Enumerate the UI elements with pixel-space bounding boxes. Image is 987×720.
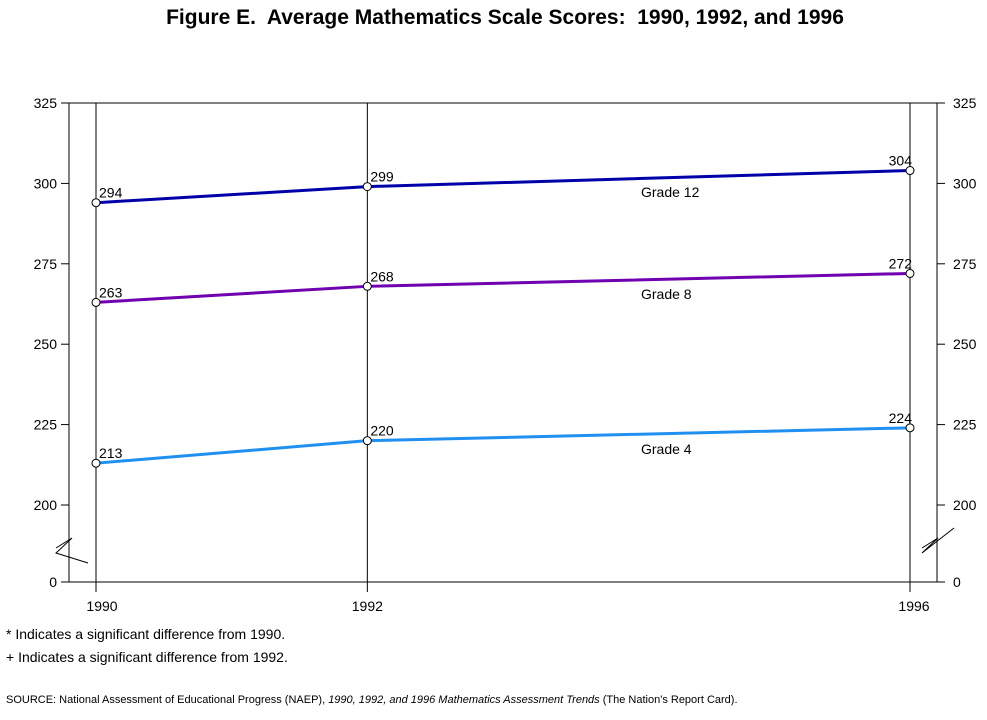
axis-break-left — [55, 537, 89, 564]
y-tick-label-right: 0 — [953, 574, 961, 590]
y-tick-label-left: 0 — [49, 574, 57, 590]
x-tick-label: 1990 — [86, 598, 117, 614]
y-tick-label-left: 325 — [34, 95, 58, 111]
footnote-plus: + Indicates a significant difference fro… — [6, 649, 288, 665]
y-tick-label-right: 225 — [953, 417, 977, 433]
data-label: 220 — [370, 423, 394, 439]
data-point — [905, 423, 915, 433]
data-point — [905, 166, 915, 176]
data-point — [362, 281, 372, 291]
footnote-asterisk: * Indicates a significant difference fro… — [6, 626, 286, 642]
source-title: 1990, 1992, and 1996 Mathematics Assessm… — [328, 694, 600, 706]
source-suffix: (The Nation's Report Card). — [599, 694, 738, 706]
data-label: 268 — [370, 268, 394, 284]
data-point — [362, 436, 372, 446]
data-label: 213 — [99, 445, 123, 461]
y-tick-label-right: 300 — [953, 175, 977, 191]
source-prefix: SOURCE: National Assessment of Education… — [6, 694, 329, 706]
y-tick-label-right: 200 — [953, 497, 977, 513]
x-tick-label: 1996 — [898, 598, 929, 614]
y-tick-label-left: 200 — [34, 497, 58, 513]
data-point — [91, 458, 101, 468]
data-label: 272 — [889, 255, 913, 271]
series-line — [95, 169, 911, 205]
y-tick-label-left: 300 — [34, 175, 58, 191]
line-chart: 1990 1992 1996 325 325 300 300 275 275 250 250 225 2… — [34, 95, 977, 614]
series-label: Grade 8 — [641, 286, 692, 302]
axis-break-right — [921, 527, 955, 554]
data-point — [91, 297, 101, 307]
data-label: 224 — [889, 410, 913, 426]
data-label: 304 — [889, 153, 913, 169]
data-point — [91, 198, 101, 208]
data-point — [362, 182, 372, 192]
series-label: Grade 12 — [641, 184, 700, 200]
source-note: SOURCE: National Assessment of Education… — [6, 694, 738, 706]
y-tick-label-right: 325 — [953, 95, 977, 111]
chart-title: Figure E. Average Mathematics Scale Scor… — [166, 6, 844, 29]
plot-frame — [68, 102, 938, 583]
series-line — [95, 426, 911, 465]
y-tick-label-left: 250 — [34, 336, 58, 352]
series-line — [95, 271, 911, 304]
y-tick-label-left: 275 — [34, 256, 58, 272]
data-label: 294 — [99, 185, 123, 201]
series-label: Grade 4 — [641, 441, 692, 457]
data-label: 299 — [370, 169, 394, 185]
y-tick-label-left: 225 — [34, 417, 58, 433]
y-tick-label-right: 275 — [953, 256, 977, 272]
y-tick-label-right: 250 — [953, 336, 977, 352]
x-tick-label: 1992 — [352, 598, 383, 614]
data-point — [905, 268, 915, 278]
data-label: 263 — [99, 284, 123, 300]
